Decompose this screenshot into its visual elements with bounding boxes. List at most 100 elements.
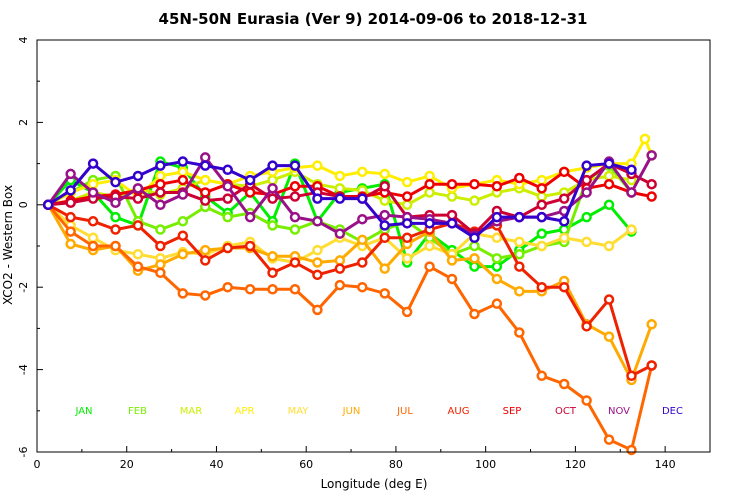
data-point xyxy=(289,257,301,268)
data-point xyxy=(401,306,413,318)
data-point xyxy=(334,279,346,291)
data-point xyxy=(267,284,278,295)
data-point xyxy=(401,191,413,202)
data-point xyxy=(536,281,547,293)
x-tick-label: 100 xyxy=(475,458,496,471)
data-point xyxy=(177,189,189,200)
data-point xyxy=(379,168,390,180)
data-point xyxy=(558,378,570,390)
data-point xyxy=(491,181,503,192)
data-point xyxy=(379,232,390,244)
data-point xyxy=(110,211,121,223)
data-point xyxy=(155,267,166,279)
data-point xyxy=(65,211,76,223)
data-point xyxy=(514,248,525,260)
data-point xyxy=(155,170,166,182)
data-point xyxy=(155,178,166,190)
series-dec xyxy=(42,156,637,244)
data-point xyxy=(581,321,592,332)
x-tick-label: 20 xyxy=(120,458,134,471)
data-point xyxy=(244,174,256,186)
chart-title: 45N-50N Eurasia (Ver 9) 2014-09-06 to 20… xyxy=(159,10,588,28)
data-point xyxy=(177,248,189,260)
data-point xyxy=(469,308,480,320)
data-point xyxy=(379,288,390,299)
y-tick-label: 2 xyxy=(17,119,30,126)
data-point xyxy=(200,160,211,171)
data-point xyxy=(581,174,592,186)
data-point xyxy=(379,220,390,231)
data-point xyxy=(646,150,657,161)
data-point xyxy=(491,298,503,309)
legend-entry-jan: JAN xyxy=(74,406,92,417)
data-point xyxy=(155,199,166,211)
series-line xyxy=(47,154,653,238)
legend-entry-may: MAY xyxy=(288,406,310,417)
x-tick-label: 140 xyxy=(655,458,676,471)
data-point xyxy=(536,199,547,211)
legend-entry-mar: MAR xyxy=(180,406,202,417)
data-point xyxy=(446,209,458,221)
data-point xyxy=(357,166,368,178)
legend-entry-aug: AUG xyxy=(448,406,470,417)
data-point xyxy=(558,166,570,178)
data-point xyxy=(132,220,144,231)
legend-entry-jun: JUN xyxy=(342,406,361,417)
data-point xyxy=(536,228,547,239)
data-point xyxy=(65,168,76,180)
data-point xyxy=(424,218,435,229)
data-point xyxy=(491,273,503,285)
data-point xyxy=(65,238,76,250)
data-point xyxy=(446,178,458,190)
data-point xyxy=(558,193,570,204)
x-tick-label: 80 xyxy=(389,458,403,471)
legend-entry-oct: OCT xyxy=(555,406,577,417)
data-point xyxy=(469,178,480,190)
data-point xyxy=(401,176,413,188)
data-point xyxy=(424,187,435,198)
data-point xyxy=(357,257,368,268)
data-point xyxy=(334,183,346,194)
data-point xyxy=(289,284,301,295)
data-point xyxy=(646,360,657,371)
data-point xyxy=(646,191,657,202)
data-point xyxy=(603,294,615,305)
data-point xyxy=(200,174,211,186)
data-point xyxy=(110,176,121,188)
data-point xyxy=(200,187,211,198)
data-point xyxy=(110,197,121,208)
data-point xyxy=(536,370,547,382)
data-point xyxy=(514,327,525,338)
data-point xyxy=(177,230,189,241)
data-point xyxy=(155,224,166,235)
data-point xyxy=(446,191,458,202)
data-point xyxy=(469,253,480,264)
data-point xyxy=(379,181,390,192)
data-point xyxy=(603,178,615,190)
data-point xyxy=(155,259,166,270)
data-point xyxy=(200,290,211,301)
data-point xyxy=(646,178,657,190)
data-point xyxy=(491,211,503,223)
x-tick-label: 0 xyxy=(34,458,41,471)
data-point xyxy=(110,224,121,235)
data-point xyxy=(222,281,233,293)
data-point xyxy=(244,187,256,198)
data-point xyxy=(626,187,637,198)
series-line xyxy=(47,203,653,378)
y-axis-label: XCO2 - Western Box xyxy=(1,185,15,305)
data-point xyxy=(536,211,547,223)
data-point xyxy=(289,181,301,192)
data-point xyxy=(177,166,189,178)
data-point xyxy=(401,199,413,211)
data-point xyxy=(626,224,637,235)
data-point xyxy=(401,232,413,244)
data-point xyxy=(603,158,615,169)
data-point xyxy=(312,160,323,171)
series-line xyxy=(47,203,654,452)
legend: JAN FEB MAR APR MAY JUN JUL AUG SEP OCT NOV DEC xyxy=(74,406,683,417)
data-point xyxy=(222,193,233,204)
data-point xyxy=(312,244,323,256)
data-point xyxy=(536,240,547,252)
data-point xyxy=(603,170,615,182)
